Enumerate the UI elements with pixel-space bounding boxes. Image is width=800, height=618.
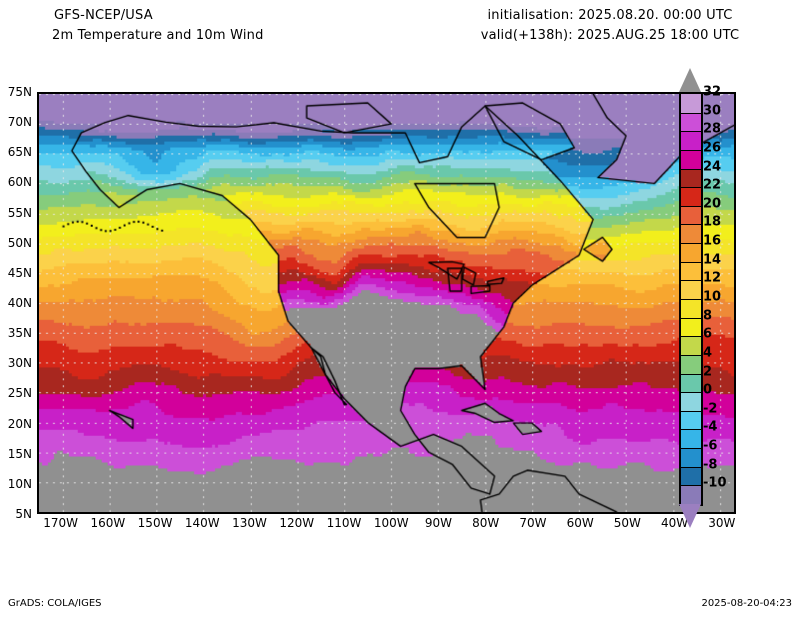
colorbar-label-0: 0 [703, 382, 713, 398]
lon-tick-160W: 160W [90, 516, 126, 530]
colorbar-band-4 [681, 354, 701, 374]
colorbar-band-26 [681, 149, 701, 169]
colorbar-band-22 [681, 187, 701, 206]
colorbar-label-18: 18 [703, 214, 722, 230]
lat-tick-60N: 60N [7, 175, 32, 190]
lon-tick-170W: 170W [43, 516, 78, 530]
footer-credit: GrADS: COLA/IGES [8, 598, 102, 609]
lat-tick-5N: 5N [15, 507, 32, 521]
colorbar-label-4: 4 [703, 345, 713, 361]
lat-tick-20N: 20N [7, 416, 32, 431]
colorbar-band-16 [681, 243, 701, 262]
header-left-block: GFS-NCEP/USA 2m Temperature and 10m Wind [52, 6, 432, 46]
latitude-axis: 75N 70N 65N 60N 55N 50N 45N 40N 35N 30N 25N 20N 15N 1… [0, 85, 35, 521]
lat-tick-75N: 75N [7, 85, 32, 99]
colorbar-band--4 [681, 429, 701, 449]
colorbar-band-2 [681, 373, 701, 393]
colorbar-label-16: 16 [703, 233, 722, 249]
colorbar-label-30: 30 [703, 103, 722, 119]
colorbar-band--8 [681, 466, 701, 486]
colorbar-label--8: -8 [703, 457, 718, 473]
valid-time: valid(+138h): 2025.AUG.25 18:00 UTC [480, 28, 740, 43]
lon-tick-90W: 90W [424, 516, 453, 530]
colorbar-label-8: 8 [703, 308, 713, 324]
colorbar-label-22: 22 [703, 177, 722, 193]
colorbar-label--10: -10 [703, 475, 727, 491]
colorbar-band-18 [681, 224, 701, 244]
field-description: 2m Temperature and 10m Wind [52, 28, 264, 43]
model-name: GFS-NCEP/USA [54, 8, 153, 23]
lat-tick-30N: 30N [7, 356, 32, 371]
colorbar-label-28: 28 [703, 121, 722, 137]
colorbar-band--6 [681, 448, 701, 467]
lon-tick-120W: 120W [279, 516, 315, 530]
colorbar-band-8 [681, 317, 701, 337]
lat-tick-65N: 65N [7, 145, 32, 160]
colorbar-band-20 [681, 205, 701, 225]
lat-tick-45N: 45N [7, 265, 32, 280]
colorbar-label--4: -4 [703, 419, 718, 435]
colorbar-band-30 [681, 112, 701, 132]
colorbar-label-10: 10 [703, 289, 722, 305]
colorbar-label-26: 26 [703, 140, 722, 156]
lon-tick-70W: 70W [519, 516, 547, 530]
lat-tick-70N: 70N [7, 115, 32, 130]
colorbar-band-0 [681, 392, 701, 411]
colorbar-label-32: 32 [703, 84, 722, 100]
colorbar-band-6 [681, 336, 701, 355]
lon-tick-60W: 60W [566, 516, 594, 530]
lon-tick-140W: 140W [184, 516, 220, 530]
colorbar-band-24 [681, 168, 701, 188]
lon-tick-150W: 150W [137, 516, 173, 530]
lat-tick-50N: 50N [7, 235, 32, 250]
colorbar-label--6: -6 [703, 438, 718, 454]
temperature-colorbar [679, 92, 703, 506]
colorbar-band--2 [681, 410, 701, 430]
lon-tick-110W: 110W [326, 516, 362, 530]
lat-tick-40N: 40N [7, 296, 32, 310]
colorbar-label-20: 20 [703, 196, 722, 212]
colorbar-label-24: 24 [703, 159, 722, 175]
colorbar-label--2: -2 [703, 401, 718, 417]
colorbar-labels: 32 30 28 26 24 22 20 18 16 14 12 10 8 6 4 2 0 -2 -4 -6 -8 -10 [703, 85, 743, 502]
colorbar-band--10 [681, 485, 701, 504]
lat-tick-55N: 55N [7, 205, 32, 220]
header-right-block: initialisation: 2025.08.20. 00:00 UTC va… [440, 6, 780, 46]
colorbar-under-arrow [679, 504, 701, 528]
lat-tick-25N: 25N [7, 386, 32, 401]
colorbar-label-2: 2 [703, 364, 713, 380]
lon-tick-50W: 50W [613, 516, 641, 530]
longitude-axis: 170W 160W 150W 140W 130W 120W 110W 100W 90W 80W 70… [37, 516, 736, 536]
lon-tick-80W: 80W [472, 516, 500, 530]
colorbar-band-14 [681, 261, 701, 281]
temperature-field-canvas [39, 94, 734, 512]
colorbar-label-12: 12 [703, 270, 722, 286]
colorbar-band-28 [681, 131, 701, 150]
lat-tick-10N: 10N [7, 476, 32, 491]
colorbar-label-6: 6 [703, 326, 713, 342]
footer-timestamp: 2025-08-20-04:23 [701, 598, 792, 609]
lon-tick-100W: 100W [373, 516, 409, 530]
colorbar-over-arrow [679, 68, 701, 92]
map-plot-area [37, 92, 736, 514]
colorbar-band-10 [681, 299, 701, 318]
initialisation-time: initialisation: 2025.08.20. 00:00 UTC [487, 8, 733, 23]
colorbar-band-32 [681, 94, 701, 113]
lat-tick-15N: 15N [7, 446, 32, 461]
lon-tick-30W: 30W [708, 516, 736, 530]
lon-tick-130W: 130W [232, 516, 267, 530]
colorbar-label-14: 14 [703, 252, 722, 268]
lat-tick-35N: 35N [7, 326, 32, 341]
colorbar-band-12 [681, 280, 701, 299]
